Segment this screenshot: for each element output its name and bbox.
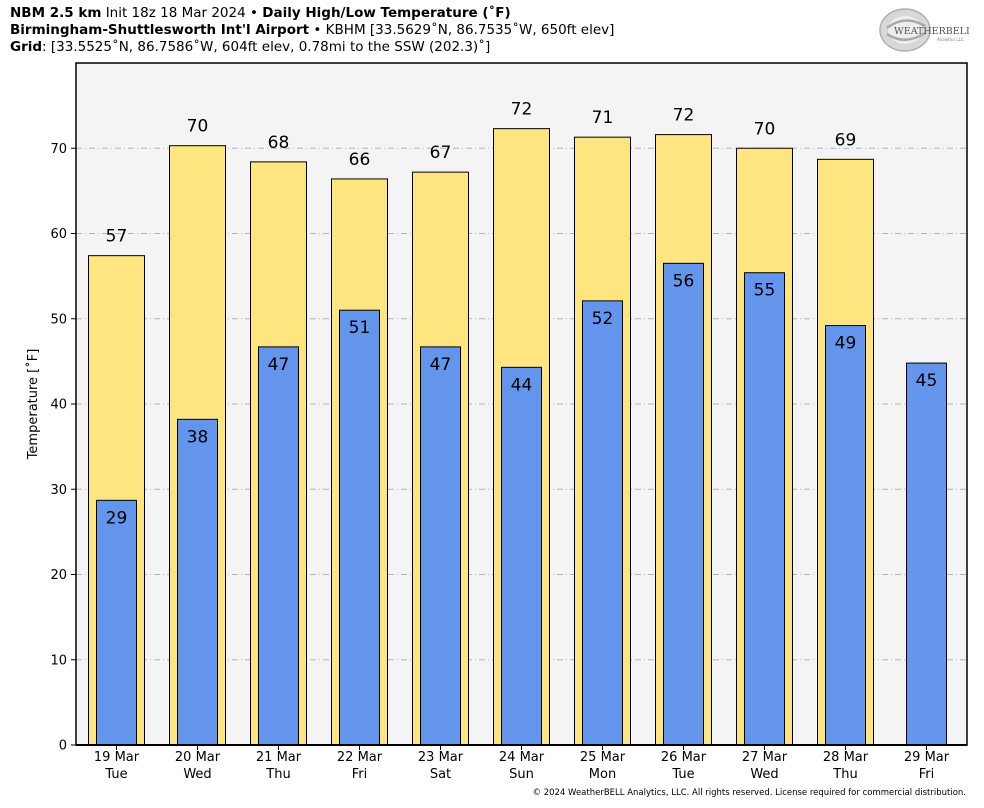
model-name: NBM 2.5 km [10,5,102,21]
x-tick-label-weekday: Sat [430,767,451,782]
low-temp-bar [339,309,380,746]
y-tick-label: 60 [50,227,67,242]
low-temp-label: 55 [754,281,776,301]
x-tick-label-weekday: Fri [919,767,935,782]
x-tick-label-date: 20 Mar [175,750,221,765]
y-tick-label: 10 [50,653,67,668]
chart-header: NBM 2.5 km Init 18z 18 Mar 2024 • Daily … [10,5,614,56]
x-tick-label-date: 24 Mar [499,750,545,765]
low-temp-label: 38 [187,427,209,447]
y-tick-label: 20 [50,568,67,583]
x-tick-label-weekday: Wed [183,767,211,782]
x-tick-label-weekday: Mon [589,767,616,782]
low-temp-bar [258,346,299,746]
header-separator: • [250,5,258,21]
x-tick-label-date: 19 Mar [94,750,140,765]
x-tick-label-weekday: Wed [750,767,778,782]
low-temp-bar [420,346,461,746]
logo-text: WEATHERBELL [894,26,969,37]
high-temp-label: 71 [592,108,614,128]
init-time: Init 18z 18 Mar 2024 [105,5,246,21]
x-tick-label-date: 29 Mar [904,750,950,765]
low-temp-label: 56 [673,271,695,291]
y-tick-label: 70 [50,142,67,157]
y-tick-label: 0 [59,739,67,754]
low-temp-label: 45 [916,371,938,391]
x-tick-label-date: 22 Mar [337,750,383,765]
y-tick-label: 40 [50,398,67,413]
station-details: KBHM [33.5629˚N, 86.7535˚W, 650ft elev] [325,22,615,38]
high-temp-label: 57 [106,227,128,247]
grid-details: : [33.5525˚N, 86.7586˚W, 604ft elev, 0.7… [42,39,491,55]
low-temp-bar [582,300,623,746]
high-temp-label: 72 [511,100,533,120]
high-temp-label: 70 [187,117,209,137]
x-tick-label-date: 21 Mar [256,750,302,765]
low-temp-label: 51 [349,318,371,338]
header-line-2: Birmingham-Shuttlesworth Int'l Airport •… [10,22,614,39]
x-tick-label-date: 28 Mar [823,750,869,765]
x-tick-label-weekday: Thu [832,767,857,782]
header-line-1: NBM 2.5 km Init 18z 18 Mar 2024 • Daily … [10,5,614,22]
low-temp-bar [177,418,218,746]
high-temp-label: 69 [835,130,857,150]
weatherbell-logo: WEATHERBELL Analytics LLC [879,8,969,52]
high-temp-label: 72 [673,106,695,126]
low-temp-label: 49 [835,334,857,354]
high-temp-label: 67 [430,143,452,163]
low-temp-bar [744,272,785,746]
high-temp-label: 66 [349,150,371,170]
station-name: Birmingham-Shuttlesworth Int'l Airport [10,22,310,38]
low-temp-bar [906,362,947,746]
grid-label: Grid [10,39,43,55]
x-tick-label-date: 26 Mar [661,750,707,765]
low-temp-bar [96,499,137,746]
copyright-footer: © 2024 WeatherBELL Analytics, LLC. All r… [532,788,966,798]
header-line-3: Grid: [33.5525˚N, 86.7586˚W, 604ft elev,… [10,39,614,56]
low-temp-bar [501,366,542,746]
low-temp-label: 29 [106,508,128,528]
y-tick-label: 50 [50,312,67,327]
high-temp-label: 68 [268,133,290,153]
x-tick-label-weekday: Fri [352,767,368,782]
logo-subtext: Analytics LLC [937,37,964,42]
y-tick-label: 30 [50,483,67,498]
low-temp-bar [825,325,866,746]
header-separator: • [313,22,322,38]
low-temp-label: 44 [511,375,533,395]
low-temp-label: 52 [592,309,614,329]
x-tick-label-date: 23 Mar [418,750,464,765]
x-tick-label-weekday: Tue [671,767,694,782]
x-tick-label-weekday: Tue [104,767,127,782]
low-temp-label: 47 [430,355,452,375]
y-axis-label: Temperature [˚F] [25,349,41,461]
x-tick-label-date: 27 Mar [742,750,788,765]
low-temp-label: 47 [268,355,290,375]
x-tick-label-weekday: Sun [509,767,534,782]
high-temp-label: 70 [754,119,776,139]
low-temp-bar [663,262,704,746]
x-tick-label-weekday: Thu [265,767,290,782]
chart-title: Daily High/Low Temperature (˚F) [262,5,511,21]
x-tick-label-date: 25 Mar [580,750,626,765]
